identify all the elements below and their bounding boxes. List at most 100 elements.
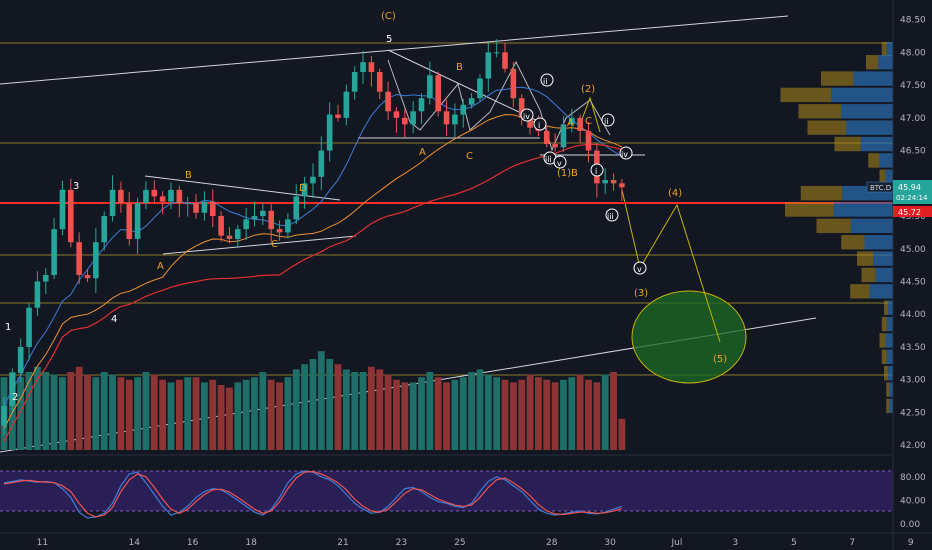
candle-body: [585, 130, 592, 151]
volume-bar: [576, 374, 584, 450]
candle-body: [343, 91, 350, 118]
profile-bar-left: [884, 300, 889, 315]
wave-label: v: [557, 159, 562, 168]
volume-bar: [201, 382, 208, 450]
volume-bar: [585, 379, 592, 450]
candle-body: [243, 219, 249, 230]
time-tick-label: 23: [396, 538, 407, 548]
candle-body: [209, 201, 216, 217]
candle-body: [619, 183, 625, 188]
volume-bar: [384, 374, 392, 450]
candle-body: [510, 68, 517, 99]
wave-label: (C): [381, 11, 396, 22]
candlestick-series: [1, 39, 625, 436]
time-tick-label: 9: [908, 538, 914, 548]
stoch-axis[interactable]: 80.00 40.00 0.00: [900, 473, 926, 530]
level-price-label: 45.72: [898, 208, 921, 217]
stoch-band: [0, 471, 893, 511]
profile-bar-left: [785, 202, 834, 217]
candle-body: [418, 98, 425, 112]
upper-trendline[interactable]: [0, 15, 789, 85]
volume-bar: [560, 379, 567, 450]
wave-label: C: [466, 151, 473, 162]
candle-body: [218, 216, 224, 236]
profile-bar-right: [873, 251, 893, 266]
wave-label: i: [538, 121, 540, 130]
triangle-lower-line[interactable]: [162, 235, 357, 255]
profile-bar-right: [831, 87, 893, 103]
price-tick-label: 42.00: [900, 441, 926, 451]
candle-body: [560, 124, 567, 148]
profile-bar-left: [881, 41, 887, 57]
profile-bar-right: [888, 365, 893, 381]
profile-bar-right: [860, 136, 893, 152]
candle-body: [17, 346, 24, 374]
time-axis[interactable]: 11 14 16 18 21 23 25 28 30 Jul 3 5 7 9: [37, 538, 914, 548]
wave-label: 4: [111, 314, 117, 325]
profile-bar-right: [864, 235, 893, 250]
candle-body: [468, 98, 475, 105]
profile-bar-left: [886, 382, 890, 397]
volume-bar: [276, 382, 283, 450]
wave-label: B: [571, 168, 578, 179]
volume-bar: [368, 366, 375, 450]
triangle-upper-line[interactable]: [144, 175, 341, 201]
candle-body: [385, 91, 391, 112]
wave-projection-path[interactable]: [621, 189, 721, 343]
candle-body: [368, 62, 375, 73]
wave-zigzag: [387, 59, 611, 152]
price-tick-label: 45.50: [900, 212, 926, 222]
wave-label: D: [299, 183, 307, 194]
wave-label: iii: [545, 155, 552, 164]
volume-bar: [75, 366, 83, 450]
wave-label: C: [585, 116, 592, 127]
time-tick-label: 7: [849, 538, 855, 548]
volume-bar: [59, 377, 66, 450]
candle-body: [9, 373, 16, 406]
price-tick-label: 45.00: [900, 245, 926, 255]
candle-body: [443, 111, 450, 125]
stoch-tick-label: 40.00: [900, 496, 926, 506]
candle-body: [134, 202, 141, 239]
volume-bar: [34, 366, 41, 450]
candle-body: [552, 144, 558, 148]
volume-bar: [426, 372, 434, 450]
time-tick-label: 21: [337, 538, 348, 548]
target-zone[interactable]: [631, 290, 747, 384]
candle-body: [402, 117, 408, 125]
candle-body: [301, 183, 308, 197]
stoch-d-line: [3, 470, 623, 518]
candle-body: [235, 229, 241, 239]
volume-bar: [568, 377, 576, 450]
candle-body: [59, 189, 66, 230]
profile-bar-right: [879, 153, 893, 168]
wave-label: 5: [386, 34, 392, 45]
profile-bar-left: [834, 136, 861, 152]
wave-label: B: [185, 170, 192, 181]
profile-bar-left: [821, 71, 854, 86]
volume-bar: [109, 374, 116, 450]
wave-label: (4): [668, 188, 682, 199]
volume-bar: [84, 374, 91, 450]
candle-body: [68, 189, 74, 243]
volume-bar: [393, 379, 400, 450]
candle-body: [101, 216, 107, 243]
candle-body: [310, 176, 316, 184]
wave-channel-line[interactable]: [387, 49, 541, 123]
candle-body: [485, 52, 492, 79]
time-tick-label: Jul: [671, 538, 683, 548]
time-tick-label: 30: [604, 538, 616, 548]
time-tick-label: 25: [454, 538, 465, 548]
volume-bar: [217, 385, 225, 450]
volume-bar: [159, 379, 167, 450]
candle-body: [610, 180, 617, 184]
wave-label: 2: [12, 392, 18, 403]
profile-bar-right: [889, 398, 893, 414]
volume-profile: [780, 41, 893, 414]
volume-bar: [25, 372, 33, 450]
volume-bar: [142, 372, 150, 450]
candle-body: [318, 150, 325, 177]
candle-body: [184, 202, 191, 204]
candle-body: [577, 117, 583, 131]
